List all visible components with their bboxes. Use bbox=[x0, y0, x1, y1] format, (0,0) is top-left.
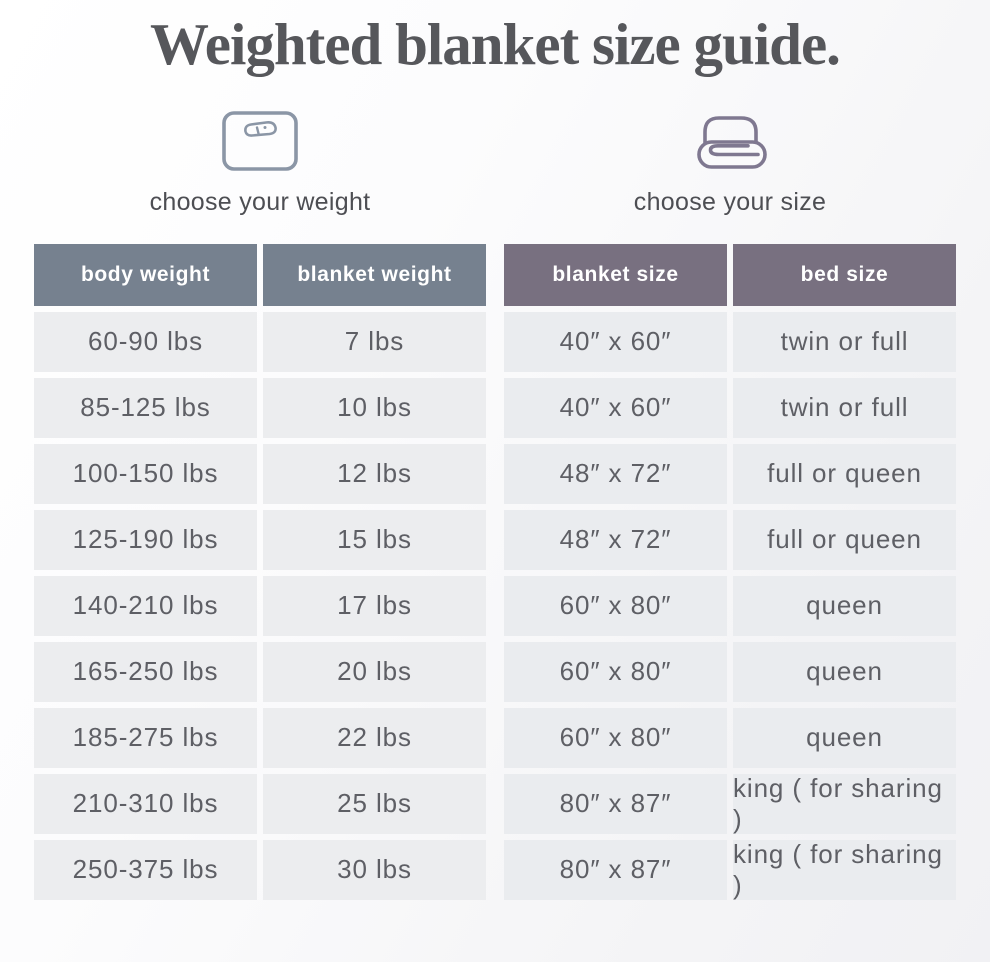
table-cell: 40″ x 60″ bbox=[504, 311, 727, 372]
table-cell: twin or full bbox=[733, 377, 956, 438]
col-header-body-weight: body weight bbox=[34, 243, 257, 306]
weight-section: choose your weight body weight blanket w… bbox=[34, 95, 486, 900]
table-cell: 185-275 lbs bbox=[34, 707, 257, 768]
table-cell: king ( for sharing ) bbox=[733, 839, 956, 900]
table-cell: 48″ x 72″ bbox=[504, 509, 727, 570]
table-cell: queen bbox=[733, 575, 956, 636]
size-table: blanket size bed size 40″ x 60″ twin or … bbox=[504, 243, 956, 900]
table-cell: 80″ x 87″ bbox=[504, 839, 727, 900]
table-cell: 60″ x 80″ bbox=[504, 707, 727, 768]
table-cell: 60-90 lbs bbox=[34, 311, 257, 372]
table-cell: 85-125 lbs bbox=[34, 377, 257, 438]
table-cell: 12 lbs bbox=[263, 443, 486, 504]
table-cell: 100-150 lbs bbox=[34, 443, 257, 504]
col-header-blanket-size: blanket size bbox=[504, 243, 727, 306]
table-cell: 80″ x 87″ bbox=[504, 773, 727, 834]
table-cell: 30 lbs bbox=[263, 839, 486, 900]
table-cell: queen bbox=[733, 707, 956, 768]
col-header-bed-size: bed size bbox=[733, 243, 956, 306]
table-cell: 22 lbs bbox=[263, 707, 486, 768]
table-cell: 250-375 lbs bbox=[34, 839, 257, 900]
size-guide-content: choose your weight body weight blanket w… bbox=[34, 95, 956, 900]
table-cell: 25 lbs bbox=[263, 773, 486, 834]
table-cell: 125-190 lbs bbox=[34, 509, 257, 570]
table-cell: full or queen bbox=[733, 509, 956, 570]
table-cell: 165-250 lbs bbox=[34, 641, 257, 702]
table-cell: 140-210 lbs bbox=[34, 575, 257, 636]
scale-icon bbox=[34, 107, 486, 175]
table-cell: 17 lbs bbox=[263, 575, 486, 636]
table-cell: king ( for sharing ) bbox=[733, 773, 956, 834]
table-cell: queen bbox=[733, 641, 956, 702]
table-cell: 7 lbs bbox=[263, 311, 486, 372]
size-caption: choose your size bbox=[633, 187, 827, 216]
table-cell: twin or full bbox=[733, 311, 956, 372]
col-header-blanket-weight: blanket weight bbox=[263, 243, 486, 306]
weight-table: body weight blanket weight 60-90 lbs 7 l… bbox=[34, 243, 486, 900]
size-section: choose your size blanket size bed size 4… bbox=[504, 95, 956, 900]
table-cell: 20 lbs bbox=[263, 641, 486, 702]
page-title: Weighted blanket size guide. bbox=[150, 11, 841, 77]
table-cell: 60″ x 80″ bbox=[504, 575, 727, 636]
table-cell: 60″ x 80″ bbox=[504, 641, 727, 702]
table-cell: 10 lbs bbox=[263, 377, 486, 438]
table-cell: 210-310 lbs bbox=[34, 773, 257, 834]
blanket-icon bbox=[504, 107, 956, 175]
table-cell: 15 lbs bbox=[263, 509, 486, 570]
weight-caption: choose your weight bbox=[149, 187, 371, 216]
table-cell: 48″ x 72″ bbox=[504, 443, 727, 504]
table-cell: full or queen bbox=[733, 443, 956, 504]
table-cell: 40″ x 60″ bbox=[504, 377, 727, 438]
